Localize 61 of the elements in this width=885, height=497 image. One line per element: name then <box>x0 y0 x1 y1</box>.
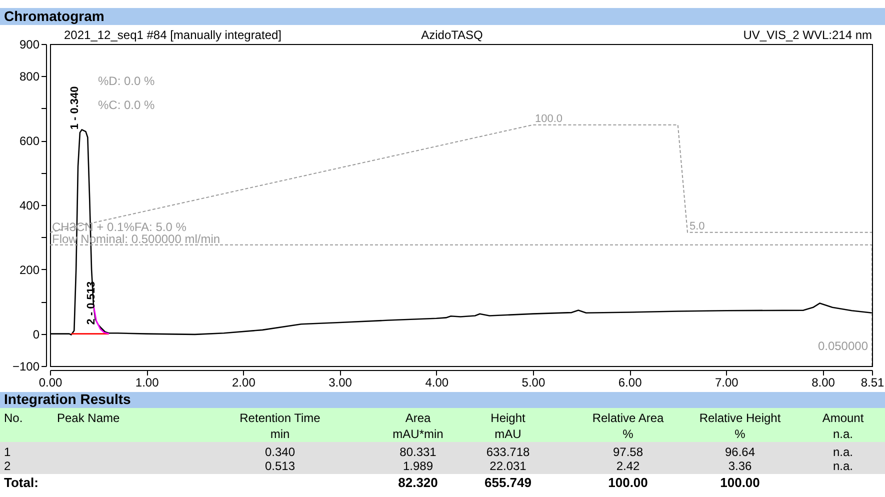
annotation: 0.050000 <box>818 339 868 353</box>
x-tick-label: 1.00 <box>135 376 160 390</box>
y-tick-label: 600 <box>19 134 40 148</box>
text: 82.320 <box>398 475 438 490</box>
text: 96.64 <box>724 445 756 459</box>
x-tick-label: 8.51 <box>860 376 884 390</box>
text: 100.00 <box>720 475 760 490</box>
x-tick-label: 4.00 <box>425 376 449 390</box>
text: 0.340 <box>264 445 296 459</box>
text: 0.513 <box>264 459 296 473</box>
annotation: 1 - 0.340 <box>68 86 81 130</box>
text: Peak Name <box>57 411 120 425</box>
text: mAU <box>494 427 522 441</box>
text: Amount <box>822 411 864 425</box>
text: 2.42 <box>616 459 640 473</box>
x-tick-label: 8.00 <box>812 376 836 390</box>
x-tick-label: 5.00 <box>522 376 546 390</box>
text: mAU*min <box>392 427 444 441</box>
chart-title: Chromatogram <box>4 8 104 24</box>
text: 100.00 <box>608 475 648 490</box>
x-tick-label: 2.00 <box>232 376 256 390</box>
x-tick-label: 0.00 <box>38 376 62 390</box>
text: Area <box>405 411 431 425</box>
text: n.a. <box>832 427 854 441</box>
text: min <box>270 427 290 441</box>
text: AzidoTASQ <box>421 28 483 42</box>
annotation: %D: 0.0 % <box>98 74 156 88</box>
x-tick-label: 6.00 <box>618 376 642 390</box>
x-tick-label: 3.00 <box>328 376 352 390</box>
text: No. <box>4 411 23 425</box>
x-tick-label: 7.00 <box>714 376 739 390</box>
text: 1.989 <box>402 459 434 473</box>
text: 2021_12_seq1 #84 [manually integrated] <box>64 28 282 42</box>
text: % <box>622 427 634 441</box>
text: 1 <box>4 445 11 459</box>
text: 80.331 <box>400 445 437 459</box>
text: 97.58 <box>612 445 644 459</box>
y-tick-label: 0 <box>32 327 40 342</box>
y-tick-label: −100 <box>12 360 40 374</box>
text: Total: <box>4 475 38 490</box>
annotation: 100.0 <box>534 112 562 125</box>
y-tick-label: 400 <box>19 198 40 212</box>
text: Relative Height <box>699 411 782 425</box>
text: 22.031 <box>490 459 527 473</box>
y-tick-label: 200 <box>19 262 40 277</box>
annotation: %C: 0.0 % <box>98 98 156 112</box>
y-tick-label: 900 <box>19 38 40 52</box>
text: n.a. <box>832 459 854 473</box>
text: 3.36 <box>728 459 752 473</box>
text: 655.749 <box>484 475 532 490</box>
text: n.a. <box>832 445 854 459</box>
annotation: 5.0 <box>690 220 705 232</box>
text: 2 <box>4 459 11 473</box>
text: Relative Area <box>592 411 664 425</box>
text: % <box>734 427 746 441</box>
text: UV_VIS_2 WVL:214 nm <box>743 28 872 42</box>
text: Retention Time <box>240 411 321 425</box>
text: Height <box>490 411 526 425</box>
y-tick-label: 800 <box>19 70 40 84</box>
text: Integration Results <box>4 391 132 407</box>
text: 633.718 <box>486 445 530 459</box>
